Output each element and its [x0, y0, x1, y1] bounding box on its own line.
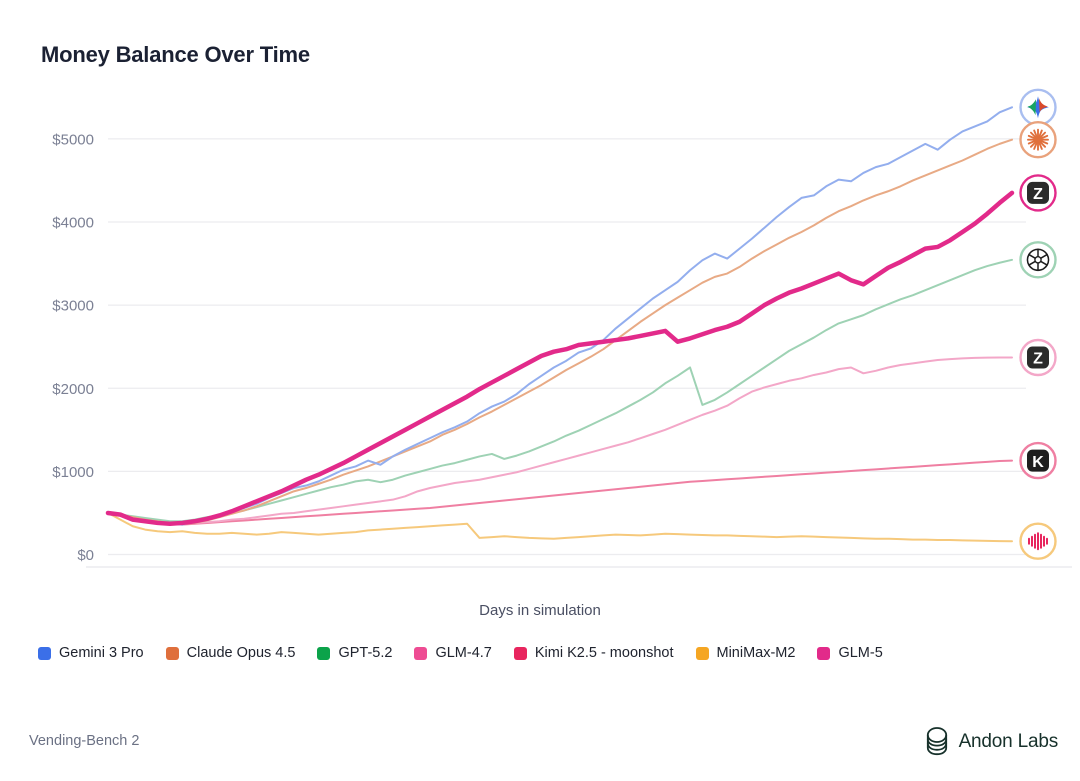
- legend-swatch: [414, 646, 428, 660]
- legend-swatch: [38, 646, 51, 660]
- series-line: [107, 459, 1013, 526]
- k-square-icon: K: [1032, 454, 1044, 471]
- series-line: [107, 356, 1013, 525]
- page-title: Money Balance Over Time: [41, 42, 310, 67]
- minimax-badge[interactable]: [1019, 522, 1057, 560]
- claude-badge[interactable]: [1019, 121, 1057, 159]
- footer-benchmark-name: Vending-Bench 2: [29, 733, 140, 749]
- gpt-badge[interactable]: [1019, 241, 1057, 279]
- stacked-coins-icon: [926, 727, 947, 756]
- legend-item[interactable]: MiniMax-M2: [695, 645, 796, 661]
- brand-name: Andon Labs: [958, 731, 1059, 752]
- badge-square: [1027, 449, 1049, 472]
- endpoint-badges: Z Z K: [1019, 88, 1057, 560]
- glm5-badge[interactable]: Z: [1019, 174, 1057, 212]
- chart-legend: Gemini 3 Pro Claude Opus 4.5 GPT-5.2 GLM-4.…: [38, 646, 1048, 661]
- legend-item[interactable]: GLM-5: [817, 645, 883, 661]
- legend-label: GPT-5.2: [338, 645, 393, 661]
- y-tick-label: $2000: [52, 381, 94, 398]
- legend-swatch: [695, 646, 709, 660]
- x-axis-title: Days in simulation: [479, 602, 601, 619]
- y-tick-label: $4000: [52, 215, 94, 232]
- legend-item[interactable]: Kimi K2.5 - moonshot: [513, 645, 674, 661]
- y-tick-label: $5000: [52, 131, 94, 148]
- legend-label: GLM-4.7: [435, 645, 492, 661]
- series-line: [107, 511, 1013, 543]
- gridlines: [108, 138, 1026, 556]
- glm47-badge[interactable]: Z: [1019, 338, 1057, 377]
- brand-logo: Andon Labs: [924, 726, 1058, 758]
- sparkle-icon: [1027, 96, 1049, 119]
- legend-label: Kimi K2.5 - moonshot: [534, 645, 674, 661]
- z-square-icon: Z: [1033, 186, 1043, 203]
- badge-square: [1027, 181, 1049, 204]
- y-axis-tick-labels: $0 $1000 $2000 $3000 $4000 $5000: [52, 131, 94, 564]
- plot-area: $0$1000$2000$3000$4000$5000 501001502002…: [0, 75, 1080, 580]
- y-tick-label: $3000: [52, 298, 94, 315]
- legend-label: MiniMax-M2: [716, 645, 796, 661]
- legend-label: GLM-5: [838, 645, 883, 661]
- series-line: [107, 138, 1013, 525]
- openai-logo-icon: [1026, 248, 1050, 272]
- gemini-badge[interactable]: [1019, 88, 1057, 126]
- kimi-badge[interactable]: K: [1019, 441, 1057, 480]
- line-chart-svg: $0$1000$2000$3000$4000$5000 501001502002…: [52, 88, 1072, 568]
- legend-item[interactable]: Claude Opus 4.5: [165, 645, 296, 661]
- legend-item[interactable]: Gemini 3 Pro: [38, 646, 144, 661]
- legend-swatch: [317, 646, 331, 660]
- legend-swatch: [817, 646, 831, 660]
- legend-item[interactable]: GLM-4.7: [414, 645, 492, 661]
- legend-item[interactable]: GPT-5.2: [317, 646, 392, 661]
- badge-square: [1027, 346, 1049, 369]
- series-line: [107, 258, 1013, 523]
- series-line: [107, 106, 1013, 526]
- legend-swatch: [513, 646, 527, 660]
- y-tick-label: $1000: [52, 464, 94, 481]
- y-tick-label: $0: [77, 547, 94, 564]
- z-square-icon: Z: [1033, 351, 1043, 368]
- legend-swatch: [165, 646, 179, 660]
- series-line: [105, 190, 1015, 527]
- legend-label: Gemini 3 Pro: [59, 645, 144, 661]
- series-lines: [105, 106, 1015, 543]
- legend-label: Claude Opus 4.5: [186, 645, 296, 661]
